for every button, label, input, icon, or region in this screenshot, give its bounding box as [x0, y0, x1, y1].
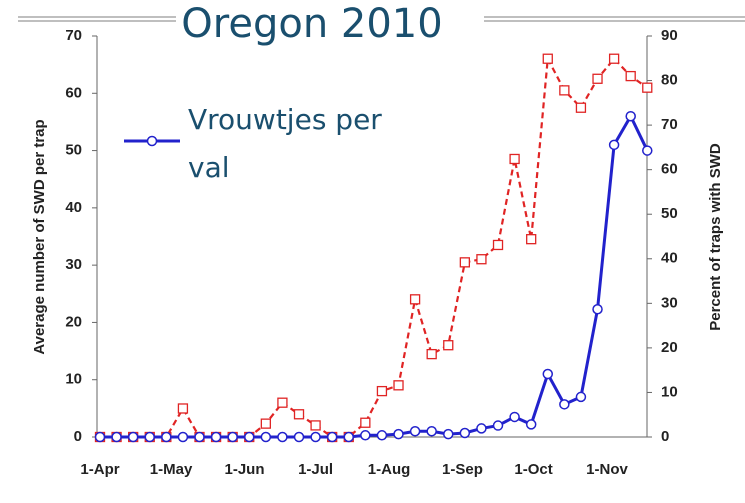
data-point [194, 431, 205, 443]
data-point [177, 431, 189, 443]
y-tick-label: 20 [65, 313, 82, 330]
data-point [94, 431, 106, 443]
legend-label: Vrouwtjes per val [188, 103, 382, 184]
data-point [443, 428, 454, 440]
y2-axis-label: Percent of traps with SWD [707, 143, 724, 331]
data-point [293, 409, 305, 420]
data-point [542, 368, 554, 380]
chart-title: Oregon 2010 [181, 1, 442, 47]
y2-tick-label: 60 [661, 161, 678, 178]
data-point [492, 420, 504, 431]
data-point [426, 426, 437, 437]
data-point [260, 418, 271, 429]
data-point [161, 431, 172, 443]
x-tick-label: 1-Sep [442, 461, 483, 478]
data-point [559, 399, 570, 410]
data-point [476, 254, 487, 265]
data-point [310, 420, 321, 431]
y-tick-label: 40 [65, 199, 82, 216]
title-rule [18, 16, 745, 22]
x-tick-label: 1-Apr [80, 461, 119, 478]
y-tick-label: 10 [65, 371, 82, 388]
x-tick-label: 1-Jun [225, 461, 265, 478]
data-point [592, 73, 603, 84]
data-point [443, 340, 454, 351]
data-point [310, 431, 321, 443]
data-point [326, 431, 338, 443]
data-point [476, 423, 487, 434]
data-point [625, 70, 636, 82]
x-tick-label: 1-Jul [298, 461, 333, 478]
data-point [608, 139, 620, 151]
data-point [409, 426, 421, 437]
legend-marker [146, 135, 158, 147]
data-point [376, 430, 388, 441]
data-point [343, 431, 355, 443]
data-point [526, 234, 537, 245]
data-point [376, 385, 388, 397]
data-point [393, 380, 404, 391]
data-point [360, 417, 371, 428]
data-point [459, 257, 471, 268]
data-point [509, 153, 520, 165]
data-point [293, 431, 305, 443]
data-point [393, 428, 404, 440]
data-point [426, 348, 437, 360]
data-point [177, 403, 189, 414]
data-point [525, 419, 537, 430]
data-point [509, 411, 520, 423]
data-point [244, 431, 255, 443]
data-point [277, 397, 288, 408]
x-tick-label: 1-Nov [586, 461, 628, 478]
series-line [100, 54, 648, 439]
y2-tick-label: 40 [661, 250, 678, 267]
y2-tick-label: 70 [661, 116, 678, 133]
data-point [227, 431, 238, 443]
y2-tick-label: 10 [661, 383, 678, 400]
y2-tick-label: 80 [661, 72, 678, 89]
data-point [127, 431, 139, 443]
y-tick-label: 60 [65, 84, 82, 101]
data-point [575, 391, 587, 403]
data-point [642, 82, 653, 93]
data-point [360, 430, 371, 441]
y-axis-label: Average number of SWD per trap [31, 119, 48, 354]
data-point [575, 102, 587, 113]
data-point [559, 85, 570, 96]
data-point [260, 431, 272, 443]
x-tick-label: 1-Aug [368, 461, 411, 478]
data-point [459, 427, 471, 439]
x-tick-label: 1-Oct [514, 461, 552, 478]
y-tick-label: 70 [65, 27, 82, 44]
y2-tick-label: 30 [661, 294, 678, 311]
y2-tick-label: 90 [661, 27, 678, 44]
data-point [492, 239, 504, 251]
data-point [144, 431, 156, 443]
data-point [409, 294, 421, 305]
data-point [592, 304, 603, 315]
data-point [642, 145, 653, 156]
y-tick-label: 30 [65, 256, 82, 273]
data-point [542, 53, 553, 64]
y2-tick-label: 20 [661, 339, 678, 356]
y-tick-label: 50 [65, 142, 82, 159]
data-point [608, 53, 620, 64]
series-line [100, 112, 649, 439]
x-tick-label: 1-May [150, 461, 193, 478]
y-tick-label: 0 [74, 428, 82, 445]
data-point [111, 431, 122, 443]
data-point [277, 431, 288, 443]
y2-tick-label: 50 [661, 205, 678, 222]
data-point [625, 110, 636, 122]
data-point [210, 431, 222, 443]
y2-tick-label: 0 [661, 428, 669, 445]
